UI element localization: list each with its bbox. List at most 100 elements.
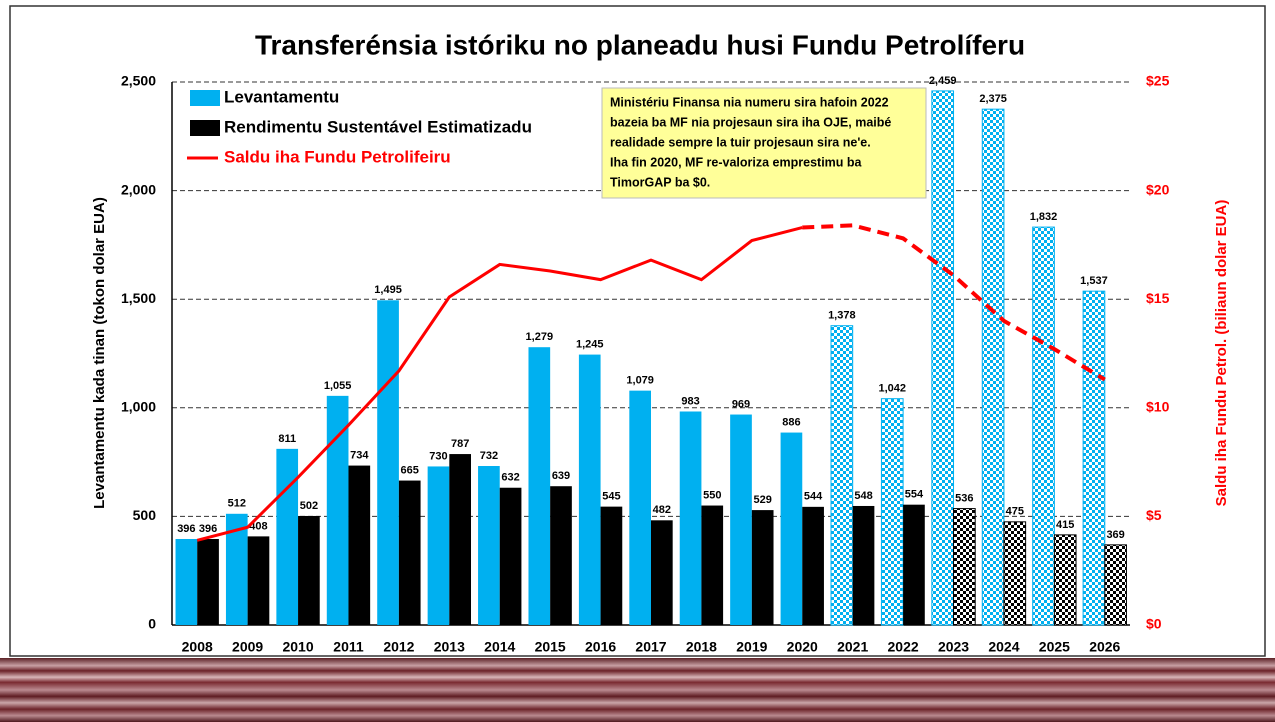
- x-tick-label: 2017: [635, 639, 666, 655]
- data-label: 369: [1106, 529, 1124, 541]
- data-label: 550: [703, 489, 721, 501]
- bar: [550, 486, 572, 625]
- data-label: 415: [1056, 519, 1074, 531]
- data-label: 886: [782, 416, 800, 428]
- bar: [680, 411, 702, 625]
- x-tick-label: 2012: [383, 639, 414, 655]
- slide: Transferénsia istóriku no planeadu husi …: [0, 0, 1275, 722]
- data-label: 1,055: [324, 380, 352, 392]
- bar: [1083, 291, 1105, 625]
- data-label: 1,537: [1080, 275, 1108, 287]
- data-label: 536: [955, 492, 973, 504]
- data-label: 475: [1006, 506, 1024, 518]
- data-label: 396: [177, 523, 195, 535]
- data-label: 665: [401, 464, 419, 476]
- y-tick-label: 1,500: [121, 290, 156, 306]
- x-tick-label: 2013: [434, 639, 465, 655]
- data-label: 1,079: [626, 375, 654, 387]
- y2-tick-label: $25: [1146, 73, 1170, 89]
- data-label: 1,245: [576, 338, 604, 350]
- bar: [377, 300, 399, 625]
- data-label: 730: [429, 450, 447, 462]
- data-label: 2,375: [979, 93, 1007, 105]
- bar: [298, 516, 320, 625]
- x-tick-label: 2021: [837, 639, 868, 655]
- bar: [903, 505, 925, 625]
- annotation-line: Iha fin 2020, MF re-valoriza emprestimu …: [610, 155, 863, 169]
- x-tick-label: 2023: [938, 639, 969, 655]
- x-tick-label: 2025: [1039, 639, 1070, 655]
- x-tick-label: 2019: [736, 639, 767, 655]
- bar: [248, 536, 270, 625]
- legend-label: Rendimentu Sustentável Estimatizadu: [224, 117, 532, 136]
- data-label: 544: [804, 491, 823, 503]
- data-label: 554: [905, 489, 924, 501]
- bar: [954, 509, 976, 625]
- data-label: 482: [653, 504, 671, 516]
- x-tick-label: 2015: [535, 639, 566, 655]
- x-tick-label: 2018: [686, 639, 717, 655]
- y2-tick-label: $10: [1146, 399, 1170, 415]
- x-tick-label: 2020: [787, 639, 818, 655]
- bar: [428, 466, 450, 625]
- data-label: 639: [552, 470, 570, 482]
- bar: [601, 507, 623, 625]
- bar: [276, 449, 298, 625]
- x-tick-label: 2022: [888, 639, 919, 655]
- y2-axis-label: Saldu iha Fundu Petrol. (biliaun dolar E…: [1213, 200, 1230, 507]
- chart-title: Transferénsia istóriku no planeadu husi …: [255, 29, 1025, 60]
- x-tick-label: 2024: [988, 639, 1019, 655]
- bar: [881, 399, 903, 625]
- data-label: 1,832: [1030, 211, 1058, 223]
- data-label: 1,495: [374, 284, 402, 296]
- bar: [449, 454, 471, 625]
- legend-label: Levantamentu: [224, 87, 339, 106]
- y-axis-label: Levantamentu kada tinan (tokon dolar EUA…: [91, 197, 108, 509]
- x-tick-label: 2011: [333, 639, 364, 655]
- bar: [1033, 227, 1055, 625]
- bar: [651, 520, 673, 625]
- y2-tick-label: $20: [1146, 181, 1170, 197]
- y-tick-label: 1,000: [121, 399, 156, 415]
- data-label: 811: [278, 433, 296, 445]
- bar: [176, 539, 198, 625]
- x-tick-label: 2016: [585, 639, 616, 655]
- data-label: 732: [480, 450, 498, 462]
- bar: [831, 326, 853, 625]
- data-label: 548: [854, 490, 872, 502]
- data-label: 734: [350, 449, 369, 461]
- data-label: 396: [199, 523, 217, 535]
- data-label: 1,279: [526, 331, 554, 343]
- x-tick-label: 2010: [282, 639, 313, 655]
- data-label: 1,042: [878, 383, 906, 395]
- data-label: 983: [681, 395, 699, 407]
- bar: [348, 466, 370, 625]
- bar: [752, 510, 774, 625]
- data-label: 545: [602, 491, 620, 503]
- data-label: 529: [754, 494, 772, 506]
- legend-swatch: [190, 90, 220, 106]
- bar: [932, 91, 954, 625]
- data-label: 632: [501, 472, 519, 484]
- y-tick-label: 2,000: [121, 181, 156, 197]
- x-tick-label: 2014: [484, 639, 515, 655]
- bar: [730, 415, 752, 625]
- bar: [802, 507, 824, 625]
- y2-tick-label: $0: [1146, 616, 1162, 632]
- textile-band: [0, 658, 1275, 722]
- data-label: 1,378: [828, 310, 856, 322]
- bar: [701, 506, 723, 625]
- data-label: 502: [300, 500, 318, 512]
- data-label: 2,459: [929, 75, 957, 87]
- bar: [528, 347, 550, 625]
- bar: [1105, 545, 1127, 625]
- x-tick-label: 2008: [182, 639, 213, 655]
- bar: [781, 433, 803, 625]
- legend-swatch: [190, 120, 220, 136]
- y2-tick-label: $5: [1146, 507, 1162, 523]
- data-label: 787: [451, 438, 469, 450]
- bar: [197, 539, 219, 625]
- bar: [853, 506, 875, 625]
- bar: [399, 481, 421, 625]
- annotation-line: TimorGAP ba $0.: [610, 175, 710, 189]
